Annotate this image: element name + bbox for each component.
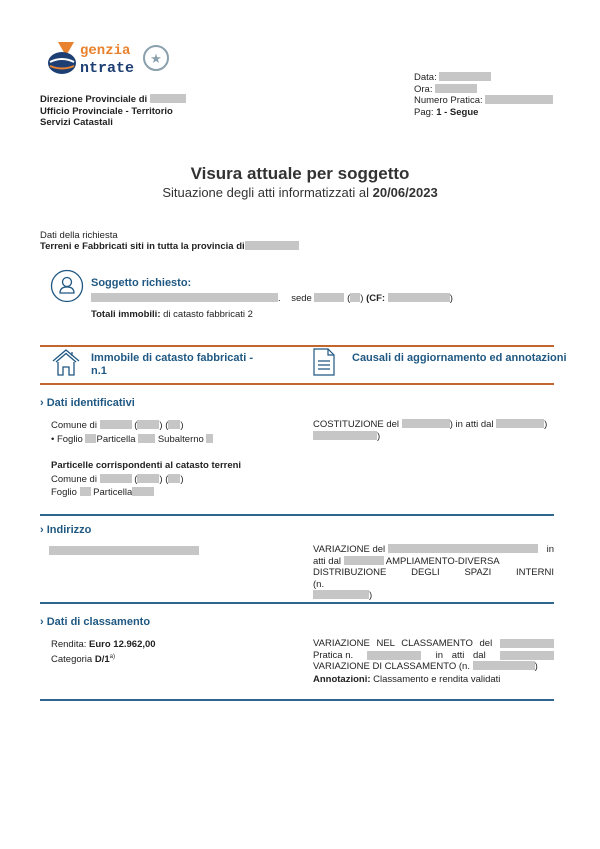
- in-atti-label: in atti dal: [455, 419, 494, 430]
- richiesta-label: Dati della richiesta: [40, 230, 118, 241]
- comune-label: Comune di: [51, 420, 97, 431]
- classamento-right: VARIAZIONE NEL CLASSAMENTO del Pratica n…: [313, 638, 554, 685]
- indirizzo-value: [49, 546, 199, 557]
- section-title: Dati identificativi: [46, 397, 135, 409]
- particella-label: Particella: [96, 433, 136, 445]
- user-icon: [50, 269, 84, 306]
- section-dati-identificativi[interactable]: › Dati identificativi: [40, 397, 135, 409]
- logo-bottom: ntrate: [80, 60, 134, 77]
- totali-value: di catasto fabbricati 2: [163, 309, 253, 320]
- richiesta-text: Terreni e Fabbricati siti in tutta la pr…: [40, 241, 299, 252]
- costituzione-label: COSTITUZIONE del: [313, 419, 400, 430]
- particella-label: Particella: [93, 487, 133, 498]
- var-class-label: VARIAZIONE NEL CLASSAMENTO del: [313, 638, 493, 649]
- document-icon: [313, 348, 335, 379]
- immobile-line1: Immobile di catasto fabbricati -: [91, 352, 253, 364]
- pratica-label: Pratica n.: [313, 649, 354, 661]
- categoria-note: a): [109, 654, 115, 660]
- header-office: Direzione Provinciale di Ufficio Provinc…: [40, 94, 186, 129]
- direzione: Direzione Provinciale di: [40, 94, 148, 105]
- distrib-label: DISTRIBUZIONE DEGLI SPAZI INTERNI (n.: [313, 567, 554, 590]
- annot-value: Classamento e rendita validati: [373, 673, 501, 685]
- ora-label: Ora:: [414, 83, 433, 95]
- servizi: Servizi Catastali: [40, 117, 113, 129]
- var-di-class-label: VARIAZIONE DI CLASSAMENTO (n.: [313, 661, 470, 672]
- house-icon: [51, 347, 81, 380]
- page-title: Visura attuale per soggetto: [190, 164, 410, 183]
- section-dati-classamento[interactable]: › Dati di classamento: [40, 616, 151, 628]
- sede-label: sede: [291, 293, 312, 304]
- header-info: Data: Ora: Numero Pratica: Pag: 1 - Segu…: [414, 72, 554, 118]
- divider: [40, 383, 554, 385]
- divider: [40, 699, 554, 701]
- corrisp-title: Particelle corrispondenti al catasto ter…: [51, 460, 242, 471]
- rendita-value: Euro 12.962,00: [89, 639, 156, 650]
- comune-label: Comune di: [51, 474, 97, 485]
- page-subtitle: Situazione degli atti informatizzati al …: [0, 185, 600, 200]
- subalterno-label: Subalterno: [157, 433, 204, 445]
- pag-label: Pag:: [414, 106, 434, 118]
- svg-text:★: ★: [150, 51, 162, 66]
- section-title: Indirizzo: [46, 524, 92, 536]
- logo-top: genzia: [80, 43, 131, 59]
- data-label: Data:: [414, 72, 437, 83]
- annot-label: Annotazioni:: [313, 673, 371, 685]
- var-label: VARIAZIONE del: [313, 544, 386, 555]
- categoria-label: Categoria: [51, 654, 93, 666]
- classamento-left: Rendita: Euro 12.962,00 Categoria D/1a): [51, 638, 156, 666]
- corrisp-data: Comune di () () Foglio Particella: [51, 474, 184, 498]
- atti-dal-label: atti dal: [313, 555, 341, 567]
- pratica-label: Numero Pratica:: [414, 95, 483, 107]
- immobile-line2: n.1: [91, 364, 107, 377]
- cf-label: (CF:: [366, 293, 386, 304]
- ufficio: Ufficio Provinciale - Territorio: [40, 105, 173, 117]
- section-indirizzo[interactable]: › Indirizzo: [40, 524, 92, 536]
- in-label: in: [546, 544, 554, 555]
- soggetto-title: Soggetto richiesto:: [91, 277, 192, 289]
- soggetto-line: . sede () (CF: ): [91, 293, 453, 304]
- variazione-text: VARIAZIONE del in atti dal AMPLIAMENTO-D…: [313, 544, 554, 601]
- richiesta-value: Terreni e Fabbricati siti in tutta la pr…: [40, 241, 245, 252]
- in-atti-dal-label: in atti dal: [435, 649, 486, 661]
- causali-heading: Causali di aggiornamento ed annotazioni: [352, 352, 567, 364]
- subtitle-text: Situazione degli atti informatizzati al: [162, 185, 369, 200]
- categoria-value: D/1: [94, 654, 110, 666]
- divider: [40, 514, 554, 516]
- ampl-label: AMPLIAMENTO-DIVERSA: [385, 555, 500, 567]
- divider: [40, 345, 554, 347]
- identificativi-left: Comune di () () • Foglio Particella Suba…: [51, 419, 214, 446]
- section-title: Dati di classamento: [46, 616, 151, 628]
- totali-label: Totali immobili:: [91, 309, 161, 320]
- costituzione-text: COSTITUZIONE del ) in atti dal )): [313, 419, 548, 442]
- pag-value: 1 - Segue: [436, 106, 479, 118]
- foglio-label: Foglio: [51, 487, 77, 498]
- divider: [40, 602, 554, 604]
- immobile-heading: Immobile di catasto fabbricati - n.1: [91, 352, 253, 377]
- agenzia-entrate-logo: genzia ntrate ★: [44, 38, 172, 78]
- foglio-label: • Foglio: [51, 433, 83, 445]
- subtitle-date: 20/06/2023: [372, 185, 438, 200]
- totali: Totali immobili: di catasto fabbricati 2: [91, 309, 253, 320]
- rendita-label: Rendita:: [51, 639, 87, 650]
